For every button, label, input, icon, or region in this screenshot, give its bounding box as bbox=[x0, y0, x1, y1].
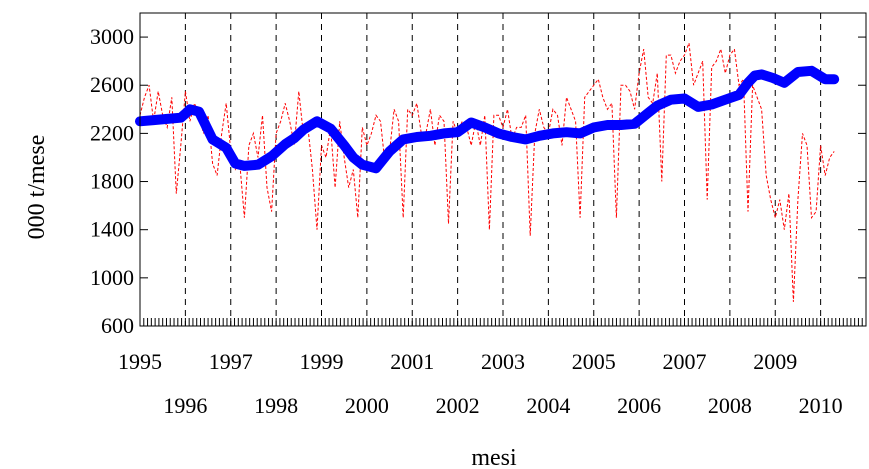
y-axis-title: 000 t/mese bbox=[24, 135, 50, 240]
x-tick-labels: 1995 1997 1999 2001 2003 2005 2007 2009 1996 1998… bbox=[118, 349, 843, 418]
x-tick-label-lower: 2008 bbox=[708, 393, 752, 418]
y-tick-label: 1400 bbox=[90, 217, 134, 242]
x-tick-label-lower: 1996 bbox=[163, 393, 207, 418]
x-tick-label-upper: 2003 bbox=[481, 349, 525, 374]
x-tick-label-upper: 1999 bbox=[300, 349, 344, 374]
x-tick-label-upper: 1997 bbox=[209, 349, 253, 374]
x-tick-label-lower: 2010 bbox=[799, 393, 843, 418]
x-axis-title: mesi bbox=[471, 445, 517, 469]
x-tick-label-upper: 2001 bbox=[390, 349, 434, 374]
x-tick-label-upper: 2009 bbox=[753, 349, 797, 374]
x-tick-label-lower: 1998 bbox=[254, 393, 298, 418]
x-tick-label-upper: 2007 bbox=[663, 349, 707, 374]
plot-frame bbox=[139, 12, 867, 327]
x-tick-label-lower: 2006 bbox=[617, 393, 661, 418]
y-tick-label: 1800 bbox=[90, 169, 134, 194]
y-tick-label: 2600 bbox=[90, 72, 134, 97]
y-tick-label: 2200 bbox=[90, 120, 134, 145]
x-tick-label-upper: 2005 bbox=[572, 349, 616, 374]
x-tick-label-lower: 2000 bbox=[345, 393, 389, 418]
x-tick-label-lower: 2002 bbox=[436, 393, 480, 418]
x-tick-label-upper: 1995 bbox=[118, 349, 162, 374]
y-tick-label: 600 bbox=[101, 313, 134, 338]
y-tick-labels: 600 1000 1400 1800 2200 2600 3000 bbox=[90, 24, 134, 338]
series-layer bbox=[135, 42, 840, 302]
series-monthly-line bbox=[139, 42, 835, 302]
x-tick-label-lower: 2004 bbox=[526, 393, 570, 418]
series-trend-line bbox=[135, 65, 840, 174]
y-tick-label: 3000 bbox=[90, 24, 134, 49]
y-tick-label: 1000 bbox=[90, 265, 134, 290]
vertical-gridlines bbox=[184, 13, 822, 326]
